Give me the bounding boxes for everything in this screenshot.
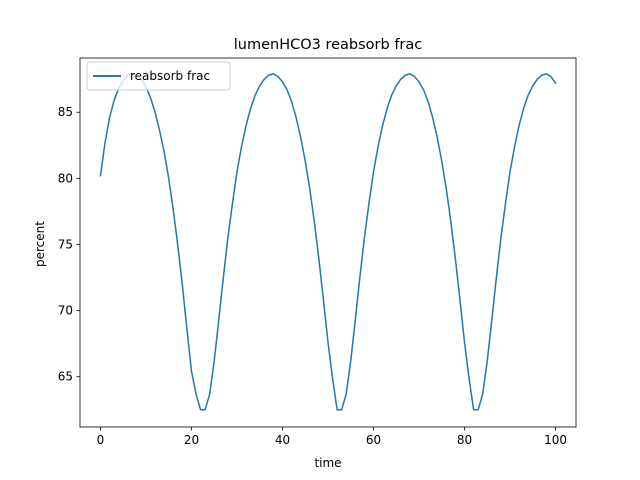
x-axis-label: time [314, 456, 341, 470]
axes-frame [79, 57, 577, 428]
series-line-reabsorb-frac [99, 73, 557, 411]
chart-title: lumenHCO3 reabsorb frac [234, 37, 423, 53]
x-tick-label: 60 [366, 433, 381, 447]
y-tick-label: 75 [58, 237, 73, 251]
x-tick-label: 20 [184, 433, 199, 447]
y-tick-label: 65 [58, 370, 73, 384]
legend-frame [86, 61, 231, 91]
y-tick-label: 70 [58, 304, 73, 318]
x-tick-label: 100 [544, 433, 567, 447]
legend-label: reabsorb frac [130, 69, 210, 83]
plot-area: 0 20 40 60 80 100 65 70 75 80 85 [58, 57, 577, 447]
x-tick-label: 40 [275, 433, 290, 447]
legend: reabsorb frac [86, 61, 231, 91]
x-tick-label: 0 [97, 433, 105, 447]
y-tick-label: 80 [58, 171, 73, 185]
x-tick-label: 80 [457, 433, 472, 447]
y-axis-label: percent [33, 221, 47, 267]
y-tick-label: 85 [58, 105, 73, 119]
